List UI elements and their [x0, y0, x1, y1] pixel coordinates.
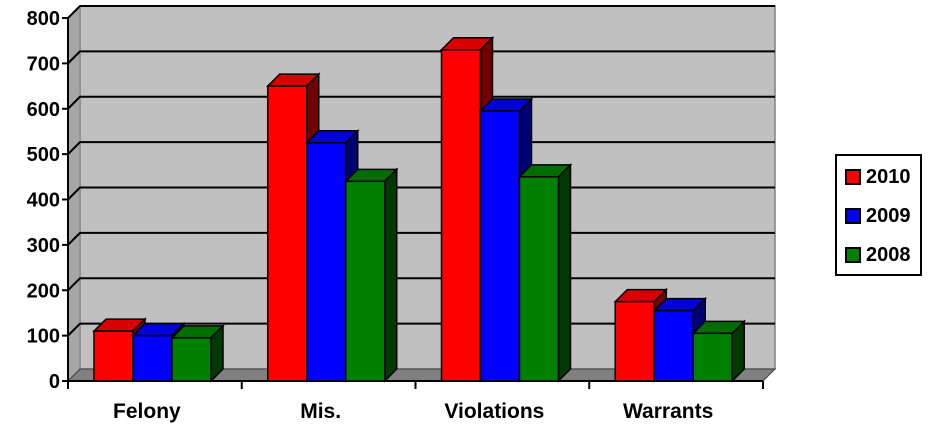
bar-front — [692, 332, 733, 382]
gridline — [67, 5, 775, 19]
legend-label-2009: 2009 — [866, 204, 911, 227]
legend-item-2008: 2008 — [845, 243, 911, 267]
bar-front — [518, 176, 560, 382]
y-tick-label: 200 — [27, 280, 60, 302]
bar-2009-mis — [304, 128, 360, 383]
legend-swatch-2009 — [845, 208, 861, 224]
x-tick-label: Mis. — [300, 400, 341, 423]
gridline — [67, 50, 775, 65]
gridline — [67, 141, 775, 155]
legend-swatch-2008 — [845, 247, 861, 263]
bar-front — [479, 110, 521, 382]
x-tick-label: Felony — [113, 400, 181, 423]
legend: 2010 2009 2008 — [835, 154, 922, 276]
bar-2008-felony — [170, 324, 225, 383]
legend-swatch-2010 — [845, 169, 861, 185]
bar-2008-warrants — [691, 319, 747, 383]
bar-front — [614, 300, 655, 382]
y-tick-label: 700 — [27, 53, 60, 75]
gridline — [67, 95, 775, 110]
bar-front — [93, 330, 134, 382]
bar-side — [384, 167, 398, 383]
bars — [92, 35, 747, 383]
bar-2008-mis — [343, 167, 399, 383]
y-tick-labels: 0 100 200 300 400 500 600 700 800 — [27, 8, 60, 393]
bar-front — [267, 85, 308, 382]
x-tick-label: Violations — [444, 400, 544, 423]
y-tick-label: 500 — [27, 144, 60, 166]
y-tick-label: 100 — [27, 326, 60, 348]
legend-item-2009: 2009 — [845, 204, 911, 228]
bar-front — [132, 334, 173, 382]
bar-front — [171, 337, 212, 382]
bar-front — [345, 180, 386, 382]
legend-item-2010: 2010 — [845, 165, 911, 189]
bar-front — [306, 142, 347, 382]
y-tick-label: 600 — [27, 99, 60, 121]
y-tick-label: 800 — [27, 8, 60, 30]
y-tick-label: 0 — [49, 371, 60, 393]
y-tick-label: 300 — [27, 235, 60, 257]
x-tick-label: Warrants — [623, 400, 713, 423]
bar-2008-violations — [517, 163, 573, 383]
legend-label-2010: 2010 — [866, 165, 911, 188]
bar-side — [557, 163, 572, 383]
x-tick-labels: Felony Mis. Violations Warrants — [113, 400, 713, 423]
y-tick-label: 400 — [27, 190, 60, 212]
bar-front — [440, 49, 482, 382]
bar-front — [653, 309, 694, 382]
legend-label-2008: 2008 — [866, 243, 911, 266]
